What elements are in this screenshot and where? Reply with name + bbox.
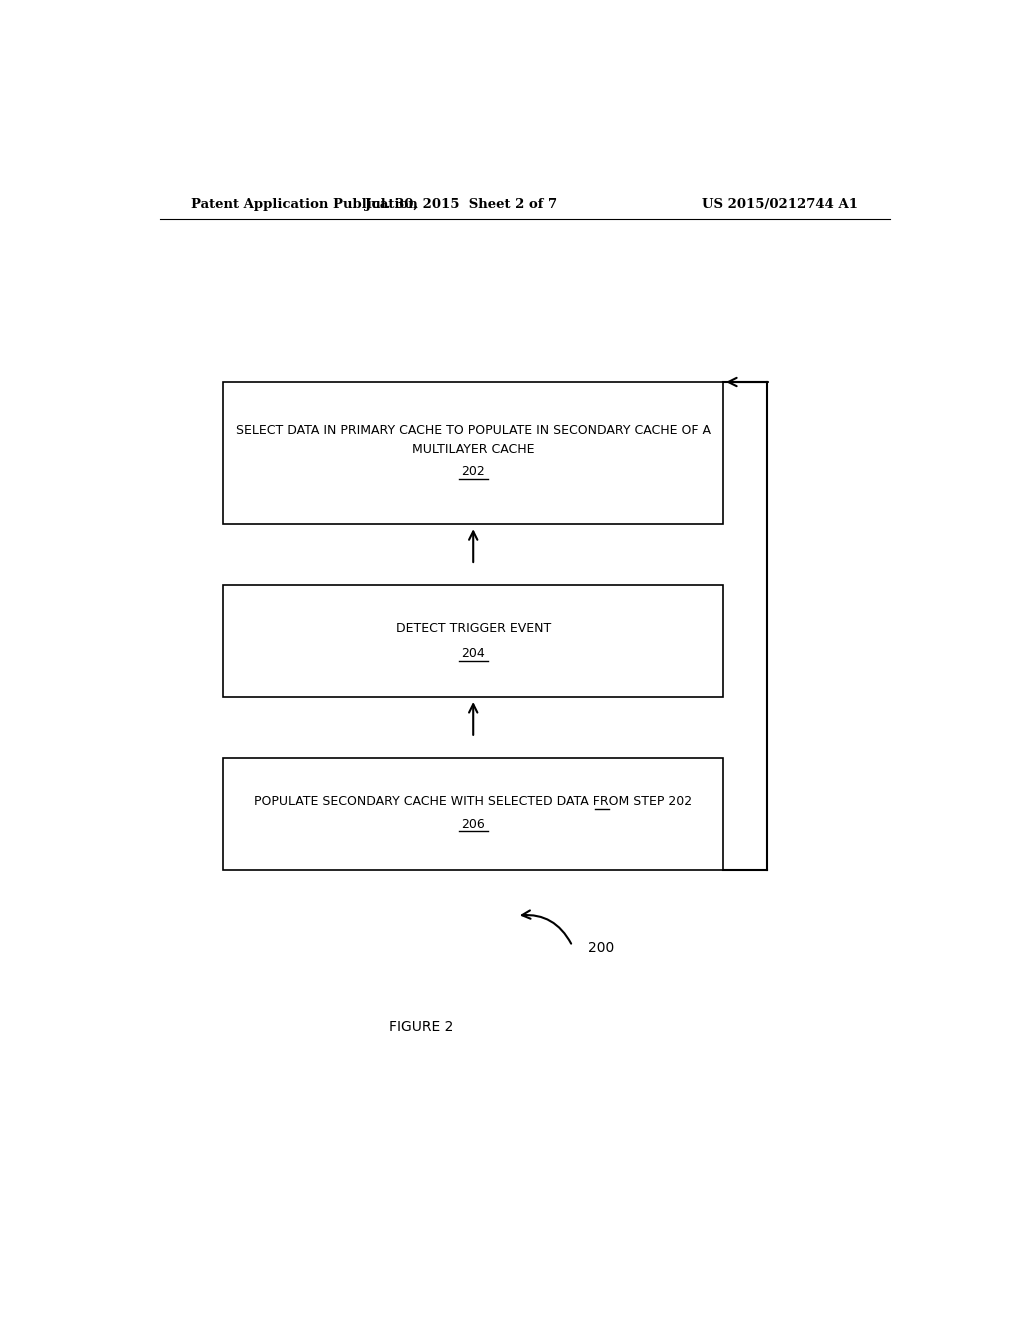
FancyBboxPatch shape (223, 381, 723, 524)
Text: Patent Application Publication: Patent Application Publication (191, 198, 418, 211)
Text: FIGURE 2: FIGURE 2 (389, 1020, 454, 1035)
FancyBboxPatch shape (223, 758, 723, 870)
Text: 200: 200 (588, 941, 614, 956)
Text: MULTILAYER CACHE: MULTILAYER CACHE (412, 442, 535, 455)
Text: 204: 204 (462, 647, 485, 660)
Text: US 2015/0212744 A1: US 2015/0212744 A1 (702, 198, 858, 211)
Text: DETECT TRIGGER EVENT: DETECT TRIGGER EVENT (395, 623, 551, 635)
Text: 202: 202 (462, 465, 485, 478)
Text: Jul. 30, 2015  Sheet 2 of 7: Jul. 30, 2015 Sheet 2 of 7 (366, 198, 557, 211)
Text: 206: 206 (462, 817, 485, 830)
Text: POPULATE SECONDARY CACHE WITH SELECTED DATA FROM STEP 202: POPULATE SECONDARY CACHE WITH SELECTED D… (254, 795, 692, 808)
Text: SELECT DATA IN PRIMARY CACHE TO POPULATE IN SECONDARY CACHE OF A: SELECT DATA IN PRIMARY CACHE TO POPULATE… (236, 424, 711, 437)
FancyBboxPatch shape (223, 585, 723, 697)
